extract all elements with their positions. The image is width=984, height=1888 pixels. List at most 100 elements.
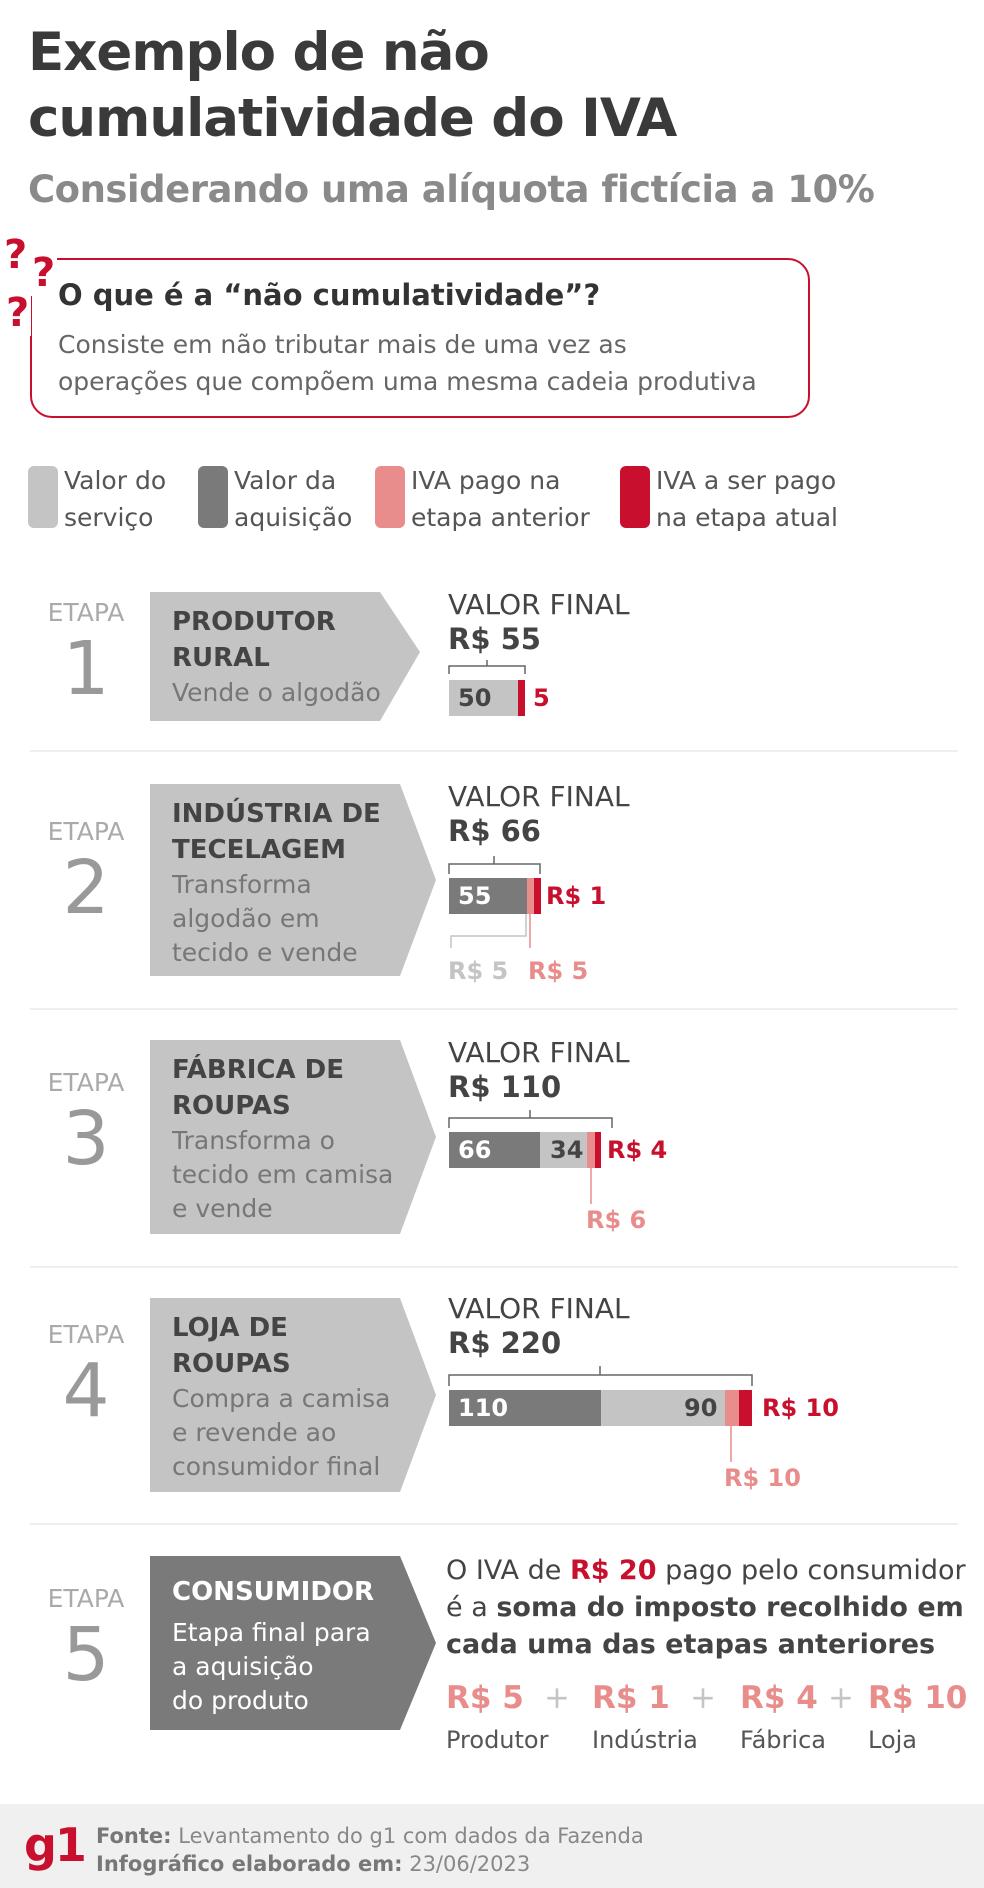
stage-2-below-left: R$ 5 bbox=[448, 957, 509, 985]
stage-4-tax-value: R$ 10 bbox=[762, 1394, 839, 1422]
definition-title: O que é a “não cumulatividade”? bbox=[58, 278, 601, 312]
definition-box bbox=[30, 258, 810, 418]
footer-source: Fonte: Levantamento do g1 com dados da F… bbox=[96, 1822, 644, 1850]
stage-3-service-value: 34 bbox=[550, 1136, 584, 1164]
legend-label-prev-tax: IVA pago na etapa anterior bbox=[411, 462, 590, 536]
summary-part: soma do imposto recolhido em bbox=[496, 1592, 964, 1623]
stage-2-label: ETAPA bbox=[47, 817, 125, 846]
definition-text-line: Consiste em não tributar mais de uma vez… bbox=[58, 330, 627, 359]
legend-swatch-service bbox=[28, 466, 58, 528]
summary-part: é a bbox=[446, 1592, 497, 1623]
legend-swatch-current-tax bbox=[620, 466, 650, 528]
legend-line: IVA pago na bbox=[411, 466, 561, 495]
stage-4-final-value: R$ 220 bbox=[448, 1326, 562, 1360]
legend-line: na etapa atual bbox=[656, 503, 838, 532]
stage-3-acquisition-bar bbox=[449, 1132, 540, 1168]
divider bbox=[30, 1266, 958, 1268]
stage-1-label: ETAPA bbox=[47, 598, 125, 627]
stage-1-final-value: R$ 55 bbox=[448, 622, 541, 656]
stage-2-final-value: R$ 66 bbox=[448, 814, 541, 848]
stage-4-acquisition-value: 110 bbox=[458, 1394, 509, 1422]
stage-3-text: FÁBRICA DE ROUPAS Transforma o tecido em… bbox=[172, 1052, 393, 1226]
final-value-label: VALOR FINAL bbox=[448, 1292, 630, 1325]
stage-3-chevron bbox=[150, 1040, 436, 1234]
stage-2-connectors bbox=[450, 914, 531, 948]
stage-description: tecido em camisa bbox=[172, 1160, 394, 1189]
stage-4-number: 4 bbox=[62, 1348, 110, 1434]
stage-3-bracket bbox=[448, 1110, 613, 1128]
title-line-1: Exemplo de não bbox=[28, 22, 490, 83]
stage-name: FÁBRICA DE bbox=[172, 1055, 345, 1085]
stage-4-service-bar bbox=[601, 1390, 725, 1426]
stage-5-label: ETAPA bbox=[47, 1584, 125, 1613]
stage-description: do produto bbox=[172, 1686, 309, 1715]
footer bbox=[0, 1804, 984, 1888]
stage-4-tax-bar bbox=[739, 1390, 752, 1426]
summary-line-2: é a soma do imposto recolhido em bbox=[446, 1589, 966, 1626]
question-mark-icon: ? bbox=[30, 250, 58, 296]
stage-2-chevron bbox=[150, 784, 436, 976]
stage-name: CONSUMIDOR bbox=[172, 1577, 375, 1607]
stage-1-tax-value: 5 bbox=[533, 684, 550, 712]
footer-source-text: Levantamento do g1 com dados da Fazenda bbox=[171, 1824, 644, 1848]
stage-3-tax-value: R$ 4 bbox=[607, 1136, 668, 1164]
legend-label-current-tax: IVA a ser pago na etapa atual bbox=[656, 462, 838, 536]
stage-description: tecido e vende bbox=[172, 938, 358, 967]
footer-source-label: Fonte: bbox=[96, 1824, 172, 1848]
stage-3-connector bbox=[590, 1168, 592, 1204]
stage-4-prev-tax-bar bbox=[725, 1390, 739, 1426]
stage-3-below-right: R$ 6 bbox=[586, 1206, 647, 1234]
stage-3-tax-bar bbox=[595, 1132, 601, 1168]
footer-date-label: Infográfico elaborado em: bbox=[96, 1852, 403, 1876]
legend-line: Valor do bbox=[64, 466, 167, 495]
summary-term-value: R$ 10 bbox=[868, 1680, 968, 1716]
summary-term-value: R$ 5 bbox=[446, 1680, 524, 1716]
stage-1-text: PRODUTOR RURAL Vende o algodão bbox=[172, 604, 381, 710]
plus-icon: + bbox=[544, 1680, 570, 1716]
stage-description: Vende o algodão bbox=[172, 678, 381, 707]
summary-term-value: R$ 4 bbox=[740, 1680, 818, 1716]
legend-swatch-acquisition bbox=[198, 466, 228, 528]
stage-description: consumidor final bbox=[172, 1452, 381, 1481]
stage-2-acquisition-value: 55 bbox=[458, 882, 492, 910]
legend-line: etapa anterior bbox=[411, 503, 590, 532]
legend-label-service: Valor do serviço bbox=[64, 462, 166, 536]
stage-3-prev-tax-bar bbox=[587, 1132, 595, 1168]
legend-label-acquisition: Valor da aquisição bbox=[234, 462, 352, 536]
question-mark-icon: ? bbox=[2, 232, 30, 278]
stage-2-number: 2 bbox=[62, 845, 110, 931]
stage-4-chevron bbox=[150, 1298, 436, 1492]
page-subtitle: Considerando uma alíquota fictícia a 10% bbox=[28, 168, 875, 211]
stage-1-number: 1 bbox=[62, 626, 110, 712]
stage-2-tax-value: R$ 1 bbox=[546, 882, 607, 910]
stage-name: PRODUTOR bbox=[172, 607, 336, 637]
plus-icon: + bbox=[690, 1680, 716, 1716]
stage-description: Transforma bbox=[172, 870, 312, 899]
stage-name: LOJA DE bbox=[172, 1313, 288, 1343]
stage-4-bracket bbox=[448, 1366, 753, 1386]
stage-name: RURAL bbox=[172, 643, 270, 673]
stage-2-bracket bbox=[448, 856, 541, 874]
stage-name: INDÚSTRIA DE bbox=[172, 799, 381, 829]
stage-description: algodão em bbox=[172, 904, 320, 933]
stage-description: Compra a camisa bbox=[172, 1384, 391, 1413]
stage-3-final-value: R$ 110 bbox=[448, 1070, 562, 1104]
stage-2-text: INDÚSTRIA DE TECELAGEM Transforma algodã… bbox=[172, 796, 381, 970]
legend-line: IVA a ser pago bbox=[656, 466, 837, 495]
question-mark-icon: ? bbox=[4, 290, 32, 336]
stage-description: e vende bbox=[172, 1194, 273, 1223]
page-title: Exemplo de não cumulatividade do IVA bbox=[28, 20, 928, 152]
stage-1-tax-bar bbox=[518, 680, 525, 716]
stage-3-label: ETAPA bbox=[47, 1068, 125, 1097]
summary-term-value: R$ 1 bbox=[592, 1680, 670, 1716]
divider bbox=[30, 1523, 958, 1525]
divider bbox=[30, 1008, 958, 1010]
stage-4-label: ETAPA bbox=[47, 1320, 125, 1349]
stage-4-service-value: 90 bbox=[684, 1394, 718, 1422]
stage-4-connector bbox=[730, 1426, 732, 1462]
stage-description: a aquisição bbox=[172, 1652, 314, 1681]
legend-swatch-prev-tax bbox=[375, 466, 405, 528]
stage-4-below-right: R$ 10 bbox=[724, 1464, 801, 1492]
stage-3-number: 3 bbox=[62, 1096, 110, 1182]
